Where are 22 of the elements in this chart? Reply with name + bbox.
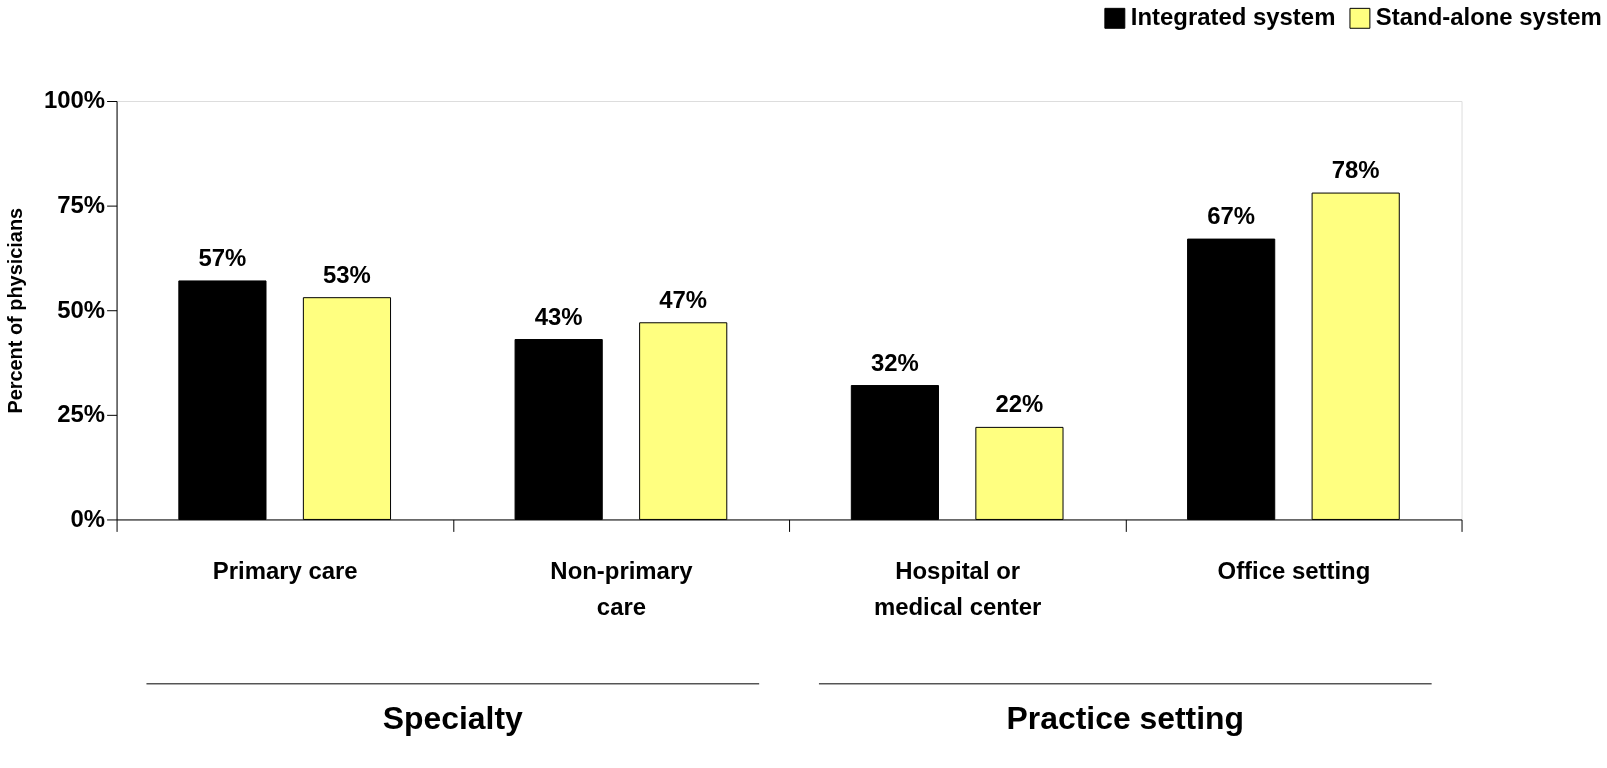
y-tick-label: 100% [43, 86, 106, 114]
y-axis-title: Percent of physicians [4, 207, 27, 414]
data-label: 53% [323, 260, 371, 288]
data-label: 78% [1331, 156, 1380, 184]
y-tick-label: 50% [57, 295, 106, 323]
x-tick-label: Office setting [1217, 556, 1371, 584]
text: Specialty [382, 699, 524, 736]
y-tick-label: 0% [70, 504, 106, 532]
y-tick-label: 75% [57, 191, 106, 219]
legend-label: Integrated system [1130, 3, 1336, 31]
x-tick-label: Non-primary care [550, 556, 694, 620]
data-label: 67% [1207, 202, 1256, 230]
y-tick-label: 25% [57, 400, 106, 428]
data-label: 47% [659, 285, 708, 313]
x-tick-label: Hospital or medical center [873, 556, 1042, 620]
text: Practice setting [1006, 699, 1244, 736]
data-label: 22% [995, 390, 1044, 418]
legend-label: Stand-alone system [1375, 3, 1602, 31]
data-label: 43% [534, 302, 583, 330]
data-label: 57% [198, 243, 247, 271]
data-label: 32% [870, 348, 919, 376]
x-tick-label: Primary care [212, 556, 358, 584]
